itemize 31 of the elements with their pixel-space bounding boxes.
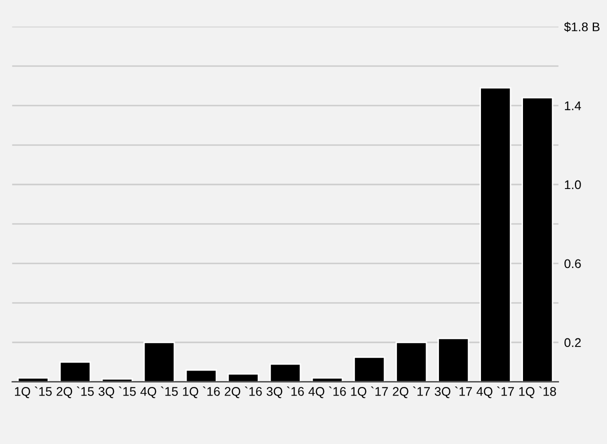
- x-tick-label: 1Q `16: [183, 386, 220, 398]
- x-tick-label: 1Q `18: [519, 386, 556, 398]
- x-tick-label: 2Q `15: [56, 386, 94, 398]
- y-tick-label: 0.2: [564, 338, 581, 348]
- x-tick-label: 4Q `16: [308, 386, 346, 398]
- y-tick-label: 1.0: [564, 180, 581, 190]
- x-tick-label: 4Q `17: [476, 386, 514, 398]
- x-tick-label: 1Q `15: [15, 386, 52, 398]
- bar: [311, 377, 344, 382]
- bar: [227, 373, 260, 382]
- x-tick-label: 1Q `17: [351, 386, 388, 398]
- x-tick-label: 3Q `17: [434, 386, 472, 398]
- bar: [522, 96, 554, 382]
- x-tick-label: 3Q `15: [98, 386, 136, 398]
- bar: [17, 377, 49, 382]
- bar: [480, 87, 512, 382]
- bar: [59, 361, 91, 382]
- y-tick-label: 0.6: [564, 259, 581, 268]
- y-tick-label: 1.4: [564, 102, 582, 110]
- bar: [185, 369, 218, 382]
- bar: [143, 342, 176, 382]
- bar: [438, 338, 470, 382]
- x-tick-label: 3Q `16: [266, 386, 304, 398]
- bar: [269, 363, 302, 382]
- x-tick-label: 2Q `16: [224, 386, 262, 398]
- bar: [396, 342, 428, 382]
- y-tick-label: $1.8 B: [564, 22, 600, 32]
- bar: [354, 356, 386, 382]
- x-tick-label: 4Q `15: [140, 386, 178, 398]
- bar: [101, 378, 134, 382]
- x-tick-label: 2Q `17: [392, 386, 430, 398]
